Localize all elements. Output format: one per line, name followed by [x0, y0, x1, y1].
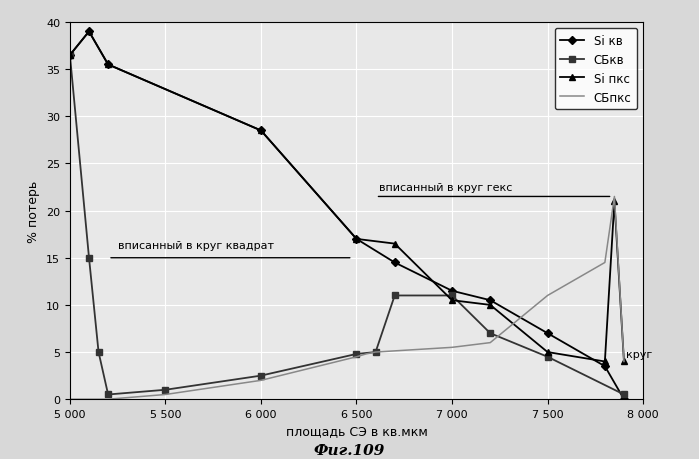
- СБкв: [486, 330, 494, 336]
- Y-axis label: % потерь: % потерь: [27, 180, 41, 242]
- Si кв: [620, 397, 628, 402]
- Si пкс: [600, 359, 609, 364]
- СБкв: [352, 352, 361, 357]
- Si пкс: [620, 359, 628, 364]
- Si кв: [257, 129, 265, 134]
- Si пкс: [352, 237, 361, 242]
- Si кв: [486, 298, 494, 303]
- Si пкс: [257, 129, 265, 134]
- Text: круг: круг: [626, 349, 652, 359]
- Si пкс: [610, 199, 619, 205]
- СБпкс: [486, 340, 494, 346]
- Line: СБкв: СБкв: [67, 53, 627, 397]
- СБпкс: [85, 397, 93, 402]
- СБпкс: [257, 378, 265, 383]
- СБкв: [104, 392, 113, 397]
- Text: Фиг.109: Фиг.109: [314, 443, 385, 458]
- Line: СБпкс: СБпкс: [70, 197, 624, 399]
- Si пкс: [486, 302, 494, 308]
- Text: вписанный в круг гекс: вписанный в круг гекс: [380, 182, 513, 192]
- СБкв: [66, 53, 74, 59]
- СБпкс: [543, 293, 552, 298]
- Si пкс: [391, 241, 399, 247]
- Si кв: [85, 29, 93, 35]
- Si кв: [391, 260, 399, 266]
- СБкв: [371, 350, 380, 355]
- СБкв: [391, 293, 399, 298]
- Legend: Si кв, СБкв, Si пкс, СБпкс: Si кв, СБкв, Si пкс, СБпкс: [554, 29, 637, 110]
- Si кв: [543, 330, 552, 336]
- Si кв: [448, 288, 456, 294]
- СБпкс: [620, 359, 628, 364]
- СБпкс: [448, 345, 456, 350]
- СБпкс: [161, 392, 170, 397]
- Si пкс: [543, 350, 552, 355]
- Si пкс: [85, 29, 93, 35]
- Line: Si пкс: Si пкс: [67, 29, 627, 364]
- Si пкс: [104, 62, 113, 68]
- Si кв: [352, 237, 361, 242]
- СБкв: [85, 255, 93, 261]
- Line: Si кв: Si кв: [67, 29, 627, 402]
- СБпкс: [600, 260, 609, 266]
- СБкв: [161, 387, 170, 392]
- СБкв: [257, 373, 265, 379]
- СБпкс: [66, 397, 74, 402]
- СБпкс: [371, 350, 380, 355]
- СБкв: [448, 293, 456, 298]
- Si кв: [600, 364, 609, 369]
- Si кв: [104, 62, 113, 68]
- Si кв: [66, 53, 74, 59]
- СБпкс: [104, 397, 113, 402]
- СБпкс: [352, 354, 361, 360]
- СБпкс: [362, 352, 370, 357]
- Si пкс: [66, 53, 74, 59]
- СБкв: [94, 350, 103, 355]
- Text: вписанный в круг квадрат: вписанный в круг квадрат: [117, 241, 274, 251]
- X-axis label: площадь СЭ в кв.мкм: площадь СЭ в кв.мкм: [286, 425, 427, 437]
- СБпкс: [610, 194, 619, 200]
- СБкв: [620, 392, 628, 397]
- СБкв: [543, 354, 552, 360]
- Si пкс: [448, 298, 456, 303]
